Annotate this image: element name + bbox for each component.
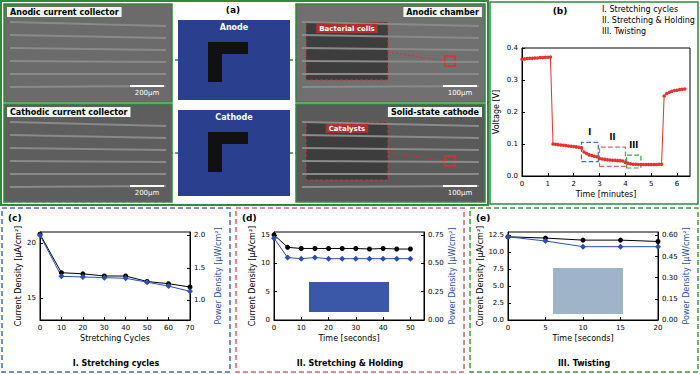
svg-text:5: 5 xyxy=(543,324,547,332)
svg-text:200μm: 200μm xyxy=(135,189,160,197)
svg-text:0: 0 xyxy=(38,324,42,332)
svg-text:40: 40 xyxy=(121,324,130,332)
svg-text:0.15: 0.15 xyxy=(662,295,678,303)
svg-text:1: 1 xyxy=(546,180,550,188)
svg-text:10: 10 xyxy=(297,324,306,332)
svg-text:5: 5 xyxy=(649,180,653,188)
svg-text:II. Stretching & Holding: II. Stretching & Holding xyxy=(297,359,404,368)
svg-text:(e): (e) xyxy=(476,213,490,223)
svg-text:5.0: 5.0 xyxy=(493,282,504,290)
svg-text:0.25: 0.25 xyxy=(428,288,444,296)
svg-text:(a): (a) xyxy=(226,5,240,15)
svg-text:30: 30 xyxy=(351,324,360,332)
svg-text:0: 0 xyxy=(266,316,270,324)
svg-text:Voltage [V]: Voltage [V] xyxy=(492,90,501,134)
svg-text:15: 15 xyxy=(616,324,625,332)
svg-text:0.00: 0.00 xyxy=(428,316,444,324)
svg-text:40: 40 xyxy=(379,324,388,332)
svg-text:2: 2 xyxy=(571,180,575,188)
svg-text:0.4: 0.4 xyxy=(507,44,519,52)
svg-text:0.00: 0.00 xyxy=(662,316,678,324)
svg-text:70: 70 xyxy=(186,324,195,332)
svg-text:Current Density [μA/cm²]: Current Density [μA/cm²] xyxy=(248,226,257,326)
svg-text:0.0: 0.0 xyxy=(507,172,518,180)
svg-text:20: 20 xyxy=(27,239,36,247)
svg-text:Stretching Cycles: Stretching Cycles xyxy=(80,334,150,343)
svg-text:0.60: 0.60 xyxy=(662,231,678,239)
svg-text:100μm: 100μm xyxy=(448,89,473,97)
svg-text:II: II xyxy=(609,133,615,142)
svg-text:0.2: 0.2 xyxy=(507,108,518,116)
svg-text:5: 5 xyxy=(266,288,270,296)
svg-text:0: 0 xyxy=(272,324,276,332)
svg-text:Time [seconds]: Time [seconds] xyxy=(551,334,613,343)
svg-text:Power Density [μW/cm²]: Power Density [μW/cm²] xyxy=(448,227,457,324)
svg-text:20: 20 xyxy=(78,324,87,332)
svg-text:1.0: 1.0 xyxy=(194,296,205,304)
svg-text:2.5: 2.5 xyxy=(493,299,504,307)
svg-text:20: 20 xyxy=(324,324,333,332)
svg-text:0.0: 0.0 xyxy=(493,316,504,324)
svg-text:0.45: 0.45 xyxy=(662,253,678,261)
svg-text:III: III xyxy=(629,141,638,150)
svg-text:II. Stretching & Holding: II. Stretching & Holding xyxy=(602,16,695,25)
svg-text:50: 50 xyxy=(406,324,415,332)
svg-text:10.0: 10.0 xyxy=(488,248,504,256)
svg-text:4: 4 xyxy=(623,180,628,188)
svg-text:I. Stretching cycles: I. Stretching cycles xyxy=(73,359,160,368)
svg-text:15: 15 xyxy=(27,294,36,302)
svg-text:III. Twisting: III. Twisting xyxy=(558,359,610,368)
svg-text:10: 10 xyxy=(57,324,66,332)
svg-text:Cathode: Cathode xyxy=(215,113,253,122)
svg-text:Catalysts: Catalysts xyxy=(329,125,366,133)
svg-text:0.50: 0.50 xyxy=(428,259,444,267)
svg-text:0: 0 xyxy=(506,324,510,332)
svg-text:I. Stretching cycles: I. Stretching cycles xyxy=(602,5,678,14)
svg-text:III. Twisting: III. Twisting xyxy=(602,27,646,36)
svg-text:10: 10 xyxy=(261,259,270,267)
svg-text:Current Density [μA/cm²]: Current Density [μA/cm²] xyxy=(14,226,23,326)
svg-text:50: 50 xyxy=(143,324,152,332)
svg-text:3: 3 xyxy=(597,180,601,188)
svg-text:7.5: 7.5 xyxy=(493,265,504,273)
svg-text:(b): (b) xyxy=(553,6,568,16)
svg-text:20: 20 xyxy=(654,324,663,332)
svg-text:0.75: 0.75 xyxy=(428,231,444,239)
svg-text:(d): (d) xyxy=(242,213,257,223)
svg-text:Anodic current collector: Anodic current collector xyxy=(10,8,119,17)
svg-text:0.30: 0.30 xyxy=(662,274,678,282)
svg-text:Power Density [μW/cm²]: Power Density [μW/cm²] xyxy=(214,227,223,324)
svg-text:0: 0 xyxy=(520,180,524,188)
svg-text:15: 15 xyxy=(261,231,270,239)
svg-text:10: 10 xyxy=(579,324,588,332)
svg-text:200μm: 200μm xyxy=(135,89,160,97)
svg-text:0.1: 0.1 xyxy=(507,140,518,148)
svg-text:30: 30 xyxy=(100,324,109,332)
svg-text:Solid-state cathode: Solid-state cathode xyxy=(391,108,480,117)
svg-text:I: I xyxy=(588,128,591,137)
svg-text:Anode: Anode xyxy=(220,23,249,32)
svg-text:(c): (c) xyxy=(8,213,22,223)
svg-text:60: 60 xyxy=(164,324,173,332)
svg-text:1.5: 1.5 xyxy=(194,264,205,272)
svg-text:Time [seconds]: Time [seconds] xyxy=(317,334,379,343)
svg-text:2.0: 2.0 xyxy=(194,231,205,239)
svg-text:Bacterial cells: Bacterial cells xyxy=(319,25,375,33)
svg-text:100μm: 100μm xyxy=(448,189,473,197)
svg-text:Current Density [μA/cm²]: Current Density [μA/cm²] xyxy=(476,226,485,326)
svg-text:0.3: 0.3 xyxy=(507,76,518,84)
svg-text:Anodic chamber: Anodic chamber xyxy=(406,8,479,17)
svg-text:6: 6 xyxy=(675,180,680,188)
svg-text:Cathodic current collector: Cathodic current collector xyxy=(10,108,128,117)
svg-text:12.5: 12.5 xyxy=(488,231,504,239)
svg-text:Power Density [μW/cm²]: Power Density [μW/cm²] xyxy=(682,227,691,324)
svg-text:Time [minutes]: Time [minutes] xyxy=(575,190,637,199)
